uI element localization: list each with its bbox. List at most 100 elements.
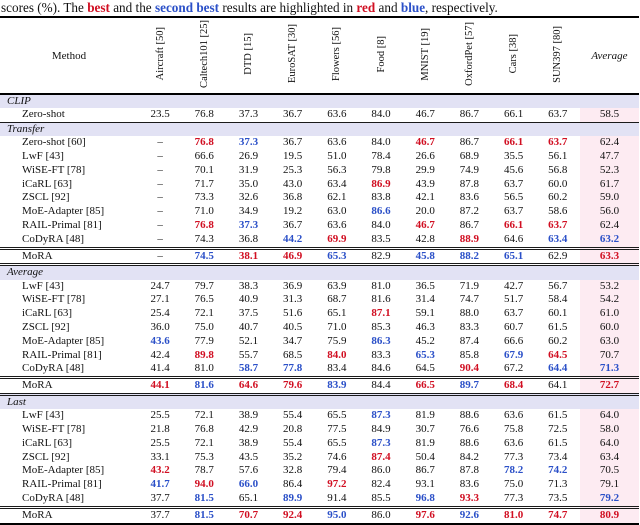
value-cell: 31.3 — [283, 293, 303, 306]
value-cell: 65.1 — [327, 307, 347, 320]
dataset-column-header: MNIST [19] — [403, 17, 448, 95]
value-cell: 84.2 — [459, 450, 480, 463]
value-cell: 86.0 — [358, 505, 404, 524]
value-cell: 70.1 — [194, 163, 214, 176]
method-cell: RAIL-Primal [81] — [22, 348, 102, 361]
method-cell: WiSE-FT [78] — [22, 293, 86, 306]
method-cell: WiSE-FT [78] — [22, 163, 86, 176]
value-cell: 84.4 — [358, 376, 404, 395]
table-row: RAIL-Primal [81] 41.7 94.0 66.0 86.4 97.2 82.4… — [0, 478, 639, 492]
method-cell: LwF [43] — [22, 279, 64, 292]
value-cell: 36.7 — [283, 136, 303, 149]
caption-text: and the — [109, 0, 155, 15]
method-cell: MoRA — [0, 505, 139, 524]
value-cell: 81.9 — [415, 409, 435, 422]
value-cell: 63.9 — [327, 279, 347, 292]
value-cell: 86.7 — [459, 218, 480, 231]
value-cell: 69.9 — [327, 232, 347, 245]
value-cell: 76.8 — [194, 218, 214, 231]
value-cell: 71.7 — [194, 177, 214, 190]
value-cell: 42.1 — [415, 191, 435, 204]
value-cell: 86.4 — [283, 478, 303, 491]
value-cell: 35.5 — [503, 150, 524, 162]
value-cell: 63.7 — [548, 136, 568, 149]
value-cell: 60.0 — [548, 177, 568, 190]
value-cell: 26.9 — [238, 150, 259, 162]
value-cell: 81.5 — [182, 505, 227, 524]
value-cell: 58.4 — [548, 293, 568, 306]
dataset-column-label: OxfordPet [57] — [463, 22, 475, 86]
value-cell: 37.3 — [238, 218, 259, 231]
mora-row: MoRA 44.1 81.6 64.6 79.6 83.9 84.4 66.5 89.7 68.4… — [0, 376, 639, 395]
value-cell: 86.7 — [415, 464, 435, 477]
value-cell: 45.6 — [503, 163, 524, 176]
value-cell: 26.6 — [415, 150, 435, 162]
value-cell: 67.2 — [503, 362, 524, 375]
table-row: iCaRL [63] – 71.7 35.0 43.0 63.4 86.9 43.9 87.8 6… — [0, 177, 639, 192]
method-cell: ZSCL [92] — [22, 320, 70, 333]
value-cell: 43.2 — [150, 464, 170, 477]
value-cell: 60.2 — [548, 334, 568, 347]
value-cell: 87.8 — [459, 177, 480, 190]
value-cell: 33.1 — [150, 450, 170, 463]
value-cell: 46.7 — [415, 218, 435, 231]
caption-blue-word: blue — [400, 0, 426, 15]
value-cell: 31.4 — [415, 293, 435, 306]
value-cell: 41.7 — [150, 478, 170, 491]
value-cell: 63.7 — [503, 307, 524, 320]
value-cell: 37.7 — [150, 491, 170, 504]
method-cell: ZSCL [92] — [22, 191, 70, 204]
table-row: ZSCL [92] – 73.3 32.6 36.8 62.1 83.8 42.1 83.6 56… — [0, 191, 639, 206]
value-cell: 86.3 — [371, 334, 391, 347]
table-row: ZSCL [92] 36.0 75.0 40.7 40.5 71.0 85.3 46.3 83.… — [0, 320, 639, 335]
caption-red-word: red — [356, 0, 376, 15]
table-caption: scores (%). The best and the second best… — [0, 0, 640, 16]
value-cell: 57.6 — [238, 464, 259, 477]
value-cell: 63.7 — [503, 177, 524, 190]
value-cell: 63.6 — [327, 218, 347, 231]
value-cell: 61.5 — [548, 409, 568, 422]
average-value-cell: 61.7 — [579, 177, 639, 192]
value-cell: 63.0 — [327, 205, 347, 218]
value-cell: 77.9 — [194, 334, 214, 347]
average-value-cell: 58.5 — [579, 108, 639, 123]
value-cell: – — [157, 232, 163, 245]
value-cell: – — [157, 136, 163, 149]
value-cell: 36.7 — [283, 108, 303, 121]
value-cell: 77.5 — [327, 422, 347, 435]
value-cell: 75.0 — [194, 320, 214, 333]
value-cell: 88.6 — [459, 409, 480, 422]
value-cell: 66.6 — [194, 150, 214, 162]
method-cell: RAIL-Primal [81] — [22, 478, 102, 491]
dataset-column-header: DTD [15] — [226, 17, 271, 95]
value-cell: 84.0 — [371, 108, 391, 121]
method-cell: Zero-shot — [22, 108, 65, 121]
value-cell: 87.1 — [371, 307, 391, 320]
value-cell: 74.9 — [459, 163, 480, 176]
value-cell: 71.0 — [194, 205, 214, 218]
value-cell: 34.9 — [238, 205, 259, 218]
section-label: Average — [0, 263, 639, 280]
value-cell: 71.0 — [327, 320, 347, 333]
dataset-column-label: Flowers [56] — [331, 27, 343, 81]
value-cell: 87.4 — [371, 450, 391, 463]
value-cell: 36.8 — [238, 232, 259, 245]
value-cell: 65.5 — [327, 409, 347, 422]
value-cell: 66.1 — [503, 136, 524, 149]
value-cell: 64.6 — [503, 232, 524, 245]
value-cell: 36.9 — [283, 279, 303, 292]
value-cell: 64.1 — [535, 376, 580, 395]
average-value-cell: 63.3 — [579, 246, 639, 265]
value-cell: 38.9 — [238, 409, 259, 422]
value-cell: 79.4 — [327, 464, 347, 477]
value-cell: 87.4 — [459, 334, 480, 347]
value-cell: 43.0 — [283, 177, 303, 190]
table-row: LwF [43] 25.5 72.1 38.9 55.4 65.5 87.3 81.9 88.6… — [0, 409, 639, 423]
mora-row: MoRA 37.7 81.5 70.7 92.4 95.0 86.0 97.6 92.6 81.0… — [0, 505, 639, 524]
value-cell: 61.5 — [548, 320, 568, 333]
average-value-cell: 52.3 — [579, 163, 639, 178]
value-cell: 87.3 — [371, 409, 391, 422]
method-cell: MoRA — [0, 246, 139, 265]
value-cell: 38.3 — [238, 279, 259, 292]
table-row: Zero-shot [60] – 76.8 37.3 36.7 63.6 84.0 46.7 8… — [0, 136, 639, 150]
